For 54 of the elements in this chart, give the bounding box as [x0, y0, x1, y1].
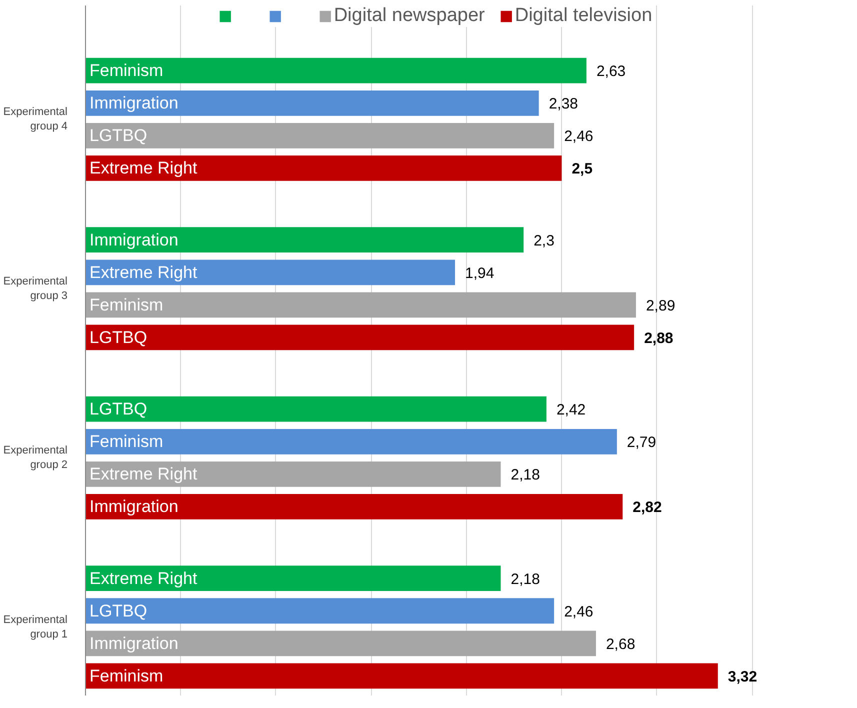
data-label: 2,46 [564, 603, 594, 620]
data-label: 2,68 [606, 636, 636, 653]
bar [86, 260, 456, 286]
bar [86, 324, 634, 350]
bar [86, 461, 501, 487]
data-label: 2,38 [548, 96, 578, 113]
annotation: Extreme Right [90, 262, 198, 282]
data-label: 2,3 [534, 232, 554, 250]
y-tick-label: Experimental group 4 [3, 106, 68, 133]
data-label: 2,42 [556, 402, 586, 419]
data-label: 2,18 [510, 570, 540, 588]
annotation: LGTBQ [90, 400, 148, 419]
annotation: Feminism [90, 666, 164, 686]
data-label: 2,79 [626, 434, 656, 452]
annotation: LGTBQ [90, 328, 148, 347]
data-label: 2,18 [510, 466, 540, 484]
bar [86, 227, 524, 253]
data-label: 1,94 [465, 264, 494, 282]
y-tick-label: Experimental group 1 [3, 614, 68, 640]
bar [86, 58, 586, 84]
bar [86, 90, 539, 116]
annotation: Immigration [90, 94, 178, 113]
annotation: Feminism [90, 61, 164, 80]
data-label: 2,63 [596, 63, 626, 80]
data-label: 2,46 [564, 128, 594, 146]
bar [86, 156, 562, 181]
legend-label: Digital television [514, 5, 652, 27]
y-tick-label: Experimental group 2 [3, 444, 68, 472]
data-label: 2,82 [632, 499, 662, 516]
data-label: 3,32 [728, 668, 758, 686]
annotation: Extreme Right [90, 158, 198, 178]
annotation: Immigration [90, 230, 178, 250]
annotation: Immigration [90, 497, 178, 516]
bar [86, 428, 617, 454]
bar [86, 630, 596, 656]
bar [86, 396, 546, 422]
data-label: 2,5 [572, 160, 593, 178]
bar [86, 598, 554, 624]
bar [86, 566, 501, 592]
annotation: LGTBQ [90, 601, 148, 620]
y-tick-label: Experimental group 3 [3, 275, 68, 302]
annotation: Extreme Right [90, 464, 198, 484]
legend-label: Digital newspaper [334, 5, 485, 27]
bar [86, 494, 623, 520]
annotation: Feminism [90, 432, 164, 452]
data-label: 2,89 [646, 297, 676, 314]
data-label: 2,88 [644, 330, 674, 347]
annotation: Extreme Right [90, 568, 198, 588]
bar [86, 663, 718, 689]
annotation: LGTBQ [90, 126, 148, 146]
bar [86, 122, 554, 148]
annotation: Feminism [90, 295, 164, 314]
bar [86, 292, 636, 318]
annotation: Immigration [90, 634, 178, 653]
